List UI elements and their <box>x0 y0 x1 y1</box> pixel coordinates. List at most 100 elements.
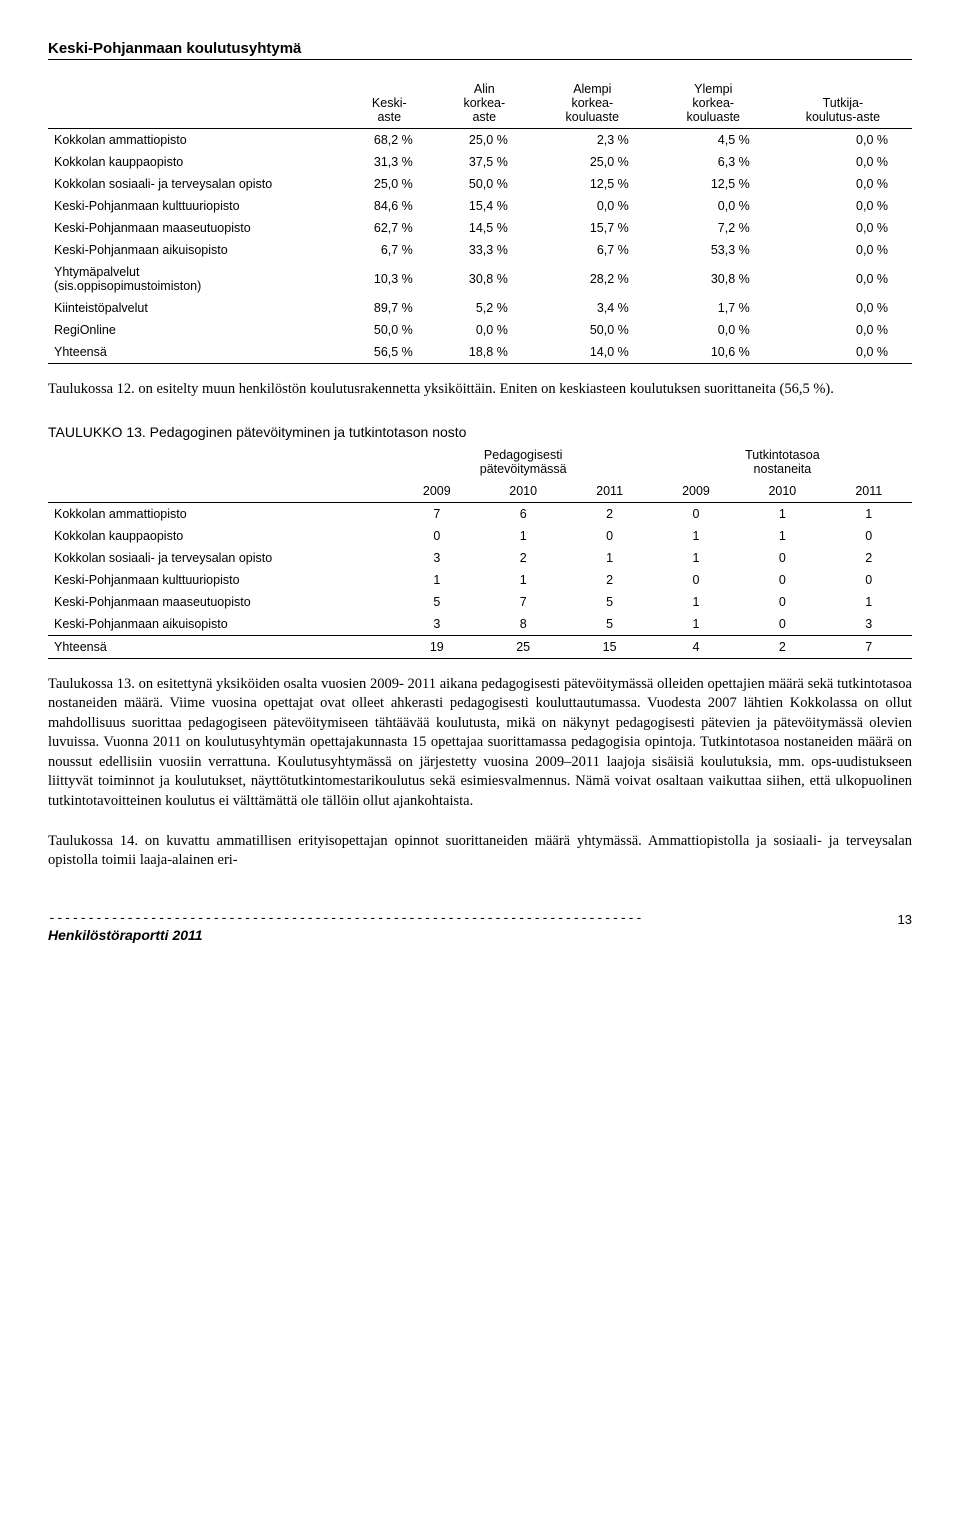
row-label: Kokkolan kauppaopisto <box>48 525 394 547</box>
row-value: 50,0 % <box>532 319 653 341</box>
paragraph-12: Taulukossa 12. on esitelty muun henkilös… <box>48 380 912 400</box>
row-value: 10,3 % <box>342 261 437 297</box>
row-value: 25,0 % <box>532 151 653 173</box>
row-value: 0 <box>394 525 480 547</box>
row-value: 0,0 % <box>774 217 912 239</box>
col-2010a: 2010 <box>480 480 566 503</box>
table-row: Yhtymäpalvelut (sis.oppisopimustoimiston… <box>48 261 912 297</box>
row-value: 84,6 % <box>342 195 437 217</box>
page-header: Keski-Pohjanmaan koulutusyhtymä <box>48 40 912 60</box>
table-row: Kokkolan kauppaopisto31,3 %37,5 %25,0 %6… <box>48 151 912 173</box>
row-value: 30,8 % <box>653 261 774 297</box>
row-value: 1,7 % <box>653 297 774 319</box>
row-label: Kokkolan sosiaali- ja terveysalan opisto <box>48 547 394 569</box>
col-ylempi: Ylempi korkea- kouluaste <box>653 78 774 129</box>
table-row: Keski-Pohjanmaan maaseutuopisto575101 <box>48 591 912 613</box>
row-label: Kokkolan ammattiopisto <box>48 129 342 152</box>
table-row: RegiOnline50,0 %0,0 %50,0 %0,0 %0,0 % <box>48 319 912 341</box>
row-label: Keski-Pohjanmaan aikuisopisto <box>48 613 394 636</box>
row-value: 1 <box>480 525 566 547</box>
row-value: 0 <box>653 569 739 591</box>
table-row: Keski-Pohjanmaan aikuisopisto6,7 %33,3 %… <box>48 239 912 261</box>
col-2009a: 2009 <box>394 480 480 503</box>
col-blank <box>48 78 342 129</box>
row-value: 2,3 % <box>532 129 653 152</box>
row-value: 1 <box>739 525 825 547</box>
table-row: Kokkolan sosiaali- ja terveysalan opisto… <box>48 173 912 195</box>
row-value: 7 <box>826 635 912 658</box>
row-value: 0,0 % <box>653 319 774 341</box>
table-row: Kokkolan ammattiopisto762011 <box>48 502 912 525</box>
row-value: 68,2 % <box>342 129 437 152</box>
row-value: 6 <box>480 502 566 525</box>
row-value: 56,5 % <box>342 341 437 364</box>
row-label: Kokkolan ammattiopisto <box>48 502 394 525</box>
row-value: 3,4 % <box>532 297 653 319</box>
table-row: Keski-Pohjanmaan kulttuuriopisto84,6 %15… <box>48 195 912 217</box>
col-tutkija: Tutkija- koulutus-aste <box>774 78 912 129</box>
row-value: 14,0 % <box>532 341 653 364</box>
row-value: 0 <box>739 613 825 636</box>
row-value: 25 <box>480 635 566 658</box>
row-value: 0,0 % <box>774 261 912 297</box>
row-value: 0,0 % <box>774 195 912 217</box>
row-value: 1 <box>653 613 739 636</box>
row-label: Kokkolan sosiaali- ja terveysalan opisto <box>48 173 342 195</box>
row-value: 0,0 % <box>437 319 532 341</box>
row-value: 25,0 % <box>342 173 437 195</box>
col-2010b: 2010 <box>739 480 825 503</box>
row-value: 0,0 % <box>774 341 912 364</box>
col-2009b: 2009 <box>653 480 739 503</box>
row-label: Keski-Pohjanmaan kulttuuriopisto <box>48 569 394 591</box>
col-blank <box>48 444 394 480</box>
row-value: 6,7 % <box>532 239 653 261</box>
row-value: 3 <box>394 547 480 569</box>
pedagogic-table: Pedagogisesti pätevöitymässä Tutkintotas… <box>48 444 912 659</box>
row-value: 2 <box>566 502 652 525</box>
table-row: Kokkolan kauppaopisto010110 <box>48 525 912 547</box>
grp-pedagog: Pedagogisesti pätevöitymässä <box>394 444 653 480</box>
row-label: Yhteensä <box>48 341 342 364</box>
row-label: Keski-Pohjanmaan kulttuuriopisto <box>48 195 342 217</box>
total-row: Yhteensä192515427 <box>48 635 912 658</box>
row-value: 0 <box>739 591 825 613</box>
row-value: 0,0 % <box>774 151 912 173</box>
row-value: 2 <box>566 569 652 591</box>
row-value: 0,0 % <box>532 195 653 217</box>
row-value: 0 <box>739 547 825 569</box>
paragraph-14: Taulukossa 14. on kuvattu ammatillisen e… <box>48 832 912 871</box>
table-row: Yhteensä56,5 %18,8 %14,0 %10,6 %0,0 % <box>48 341 912 364</box>
row-value: 5 <box>566 591 652 613</box>
row-value: 12,5 % <box>532 173 653 195</box>
row-value: 0,0 % <box>774 239 912 261</box>
row-value: 30,8 % <box>437 261 532 297</box>
row-value: 0,0 % <box>774 129 912 152</box>
row-value: 19 <box>394 635 480 658</box>
footer-label: Henkilöstöraportti 2011 <box>48 927 912 943</box>
row-value: 4 <box>653 635 739 658</box>
row-value: 53,3 % <box>653 239 774 261</box>
row-value: 89,7 % <box>342 297 437 319</box>
row-value: 5 <box>394 591 480 613</box>
grp-tutkinto: Tutkintotasoa nostaneita <box>653 444 912 480</box>
row-value: 14,5 % <box>437 217 532 239</box>
row-value: 1 <box>653 591 739 613</box>
col-blank <box>48 480 394 503</box>
table-row: Keski-Pohjanmaan aikuisopisto385103 <box>48 613 912 636</box>
row-value: 15 <box>566 635 652 658</box>
row-label: Keski-Pohjanmaan maaseutuopisto <box>48 591 394 613</box>
row-label: Kokkolan kauppaopisto <box>48 151 342 173</box>
row-value: 50,0 % <box>342 319 437 341</box>
row-value: 8 <box>480 613 566 636</box>
row-label: Keski-Pohjanmaan aikuisopisto <box>48 239 342 261</box>
row-value: 0 <box>566 525 652 547</box>
col-2011b: 2011 <box>826 480 912 503</box>
row-value: 6,3 % <box>653 151 774 173</box>
col-alin: Alin korkea- aste <box>437 78 532 129</box>
row-value: 3 <box>394 613 480 636</box>
col-2011a: 2011 <box>566 480 652 503</box>
table-row: Keski-Pohjanmaan kulttuuriopisto112000 <box>48 569 912 591</box>
row-label: Kiinteistöpalvelut <box>48 297 342 319</box>
table-row: Kokkolan ammattiopisto68,2 %25,0 %2,3 %4… <box>48 129 912 152</box>
table-row: Kokkolan sosiaali- ja terveysalan opisto… <box>48 547 912 569</box>
